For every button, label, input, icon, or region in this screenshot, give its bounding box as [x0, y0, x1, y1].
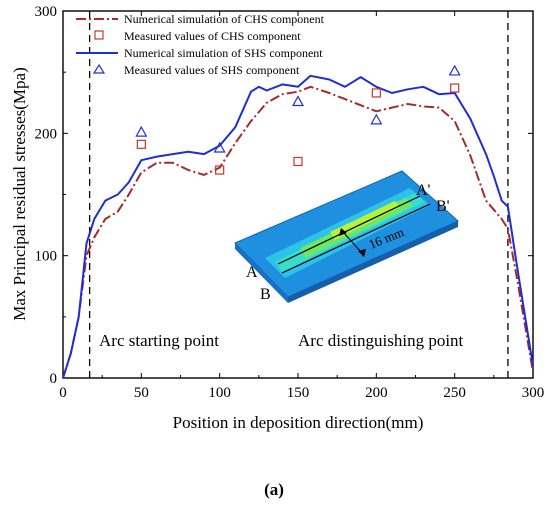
x-axis-ticks: 0 50 100 150 200 250 300: [59, 11, 544, 401]
x-tick-label: 50: [134, 385, 149, 401]
label-a: A: [246, 264, 258, 281]
series-line-0: [62, 85, 534, 379]
legend-label-shs-measured: Measured values of SHS component: [124, 63, 300, 77]
y-tick-label: 0: [50, 371, 58, 387]
legend-marker-chs-measured: [94, 30, 104, 40]
weld-plate-illustration: [234, 170, 459, 303]
legend-label-chs-measured: Measured values of CHS component: [124, 29, 301, 43]
data-point-shs-measured: [213, 141, 226, 153]
legend: Numerical simulation of CHS component Me…: [76, 12, 325, 77]
data-point-chs-measured: [371, 88, 381, 98]
y-axis-ticks: 0 100 200 300: [35, 4, 533, 387]
y-tick-label: 300: [35, 4, 58, 20]
reference-lines: [88, 11, 509, 378]
data-point-chs-measured: [293, 156, 303, 167]
legend-marker-shs-measured: [92, 63, 106, 74]
y-axis-label: Max Principal residual stresses(Mpa): [10, 67, 29, 321]
label-a-prime: A': [416, 182, 431, 199]
series-layer: [62, 64, 534, 379]
x-tick-label: 100: [208, 385, 231, 401]
data-point-chs-measured: [215, 165, 225, 175]
x-axis-label: Position in deposition direction(mm): [173, 413, 424, 432]
x-tick-label: 250: [443, 385, 466, 401]
y-tick-label: 100: [35, 249, 58, 265]
data-point-chs-measured: [450, 83, 460, 93]
x-tick-label: 0: [59, 385, 67, 401]
y-tick-label: 200: [35, 126, 58, 142]
panel-label: (a): [264, 480, 284, 499]
legend-label-shs-simulation: Numerical simulation of SHS component: [124, 46, 323, 60]
label-b-prime: B': [436, 198, 450, 215]
data-point-shs-measured: [370, 113, 383, 125]
data-point-chs-measured: [136, 139, 146, 149]
legend-label-chs-simulation: Numerical simulation of CHS component: [124, 12, 325, 26]
x-tick-label: 300: [522, 385, 545, 401]
data-point-shs-measured: [135, 125, 148, 137]
arc-end-label: Arc distinguishing point: [298, 331, 464, 350]
label-b: B: [260, 286, 271, 303]
data-point-shs-measured: [448, 64, 461, 76]
x-tick-label: 150: [287, 385, 310, 401]
series-line-1: [62, 74, 534, 379]
data-point-shs-measured: [291, 95, 305, 107]
arc-start-label: Arc starting point: [99, 331, 219, 350]
x-tick-label: 200: [365, 385, 388, 401]
